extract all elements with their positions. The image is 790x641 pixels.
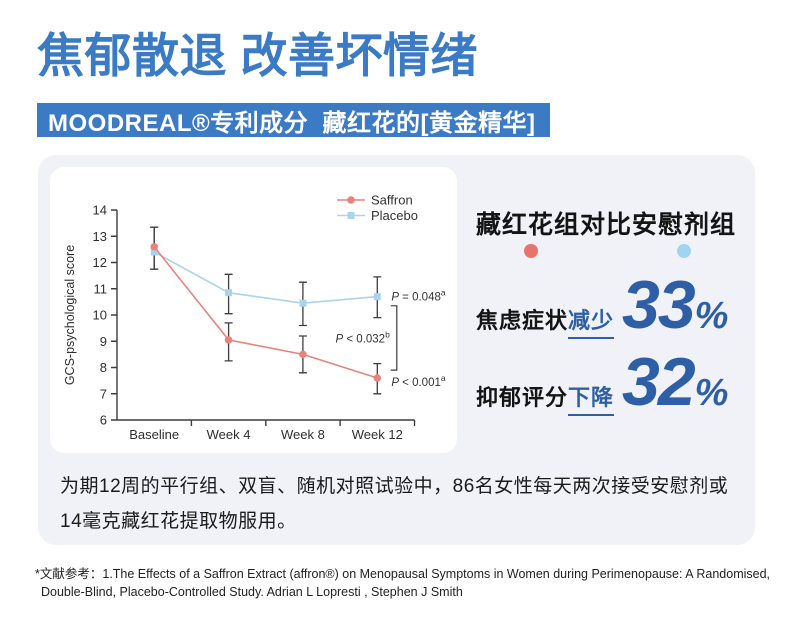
stat-anxiety-label: 焦虑症状 [476,308,569,333]
stat-anxiety-unit: % [694,295,729,337]
legend-label: Placebo [371,208,418,223]
study-description: 为期12周的平行组、双盲、随机对照试验中，86名女性每天两次接受安慰剂或 14毫… [60,469,738,539]
stat-anxiety-verb: 减少 [568,303,615,339]
axes [111,209,416,426]
stat-depression-verb: 下降 [568,380,615,416]
p-value-label: P < 0.001a [391,373,446,389]
y-tick-label: 10 [93,308,107,323]
marker-saffron [299,350,307,359]
significance-bracket [390,305,398,371]
marker-saffron [150,242,158,251]
x-tick-label: Week 4 [207,427,251,442]
y-tick-label: 7 [100,386,107,401]
stat-depression-value: 32 [622,344,696,420]
marker-saffron [224,336,233,344]
placebo-dot [677,244,691,258]
saffron-dot [524,244,538,258]
page-title: 焦郁散退 改善坏情绪 [37,29,479,82]
stat-depression: 抑郁评分 下降 32% [476,348,728,416]
marker-placebo [373,293,381,301]
series-line-saffron [153,246,378,379]
p-value-label: P < 0.032b [336,330,391,346]
legend-marker [347,196,355,204]
reference-line2: Double-Blind, Placebo-Controlled Study. … [41,585,463,599]
y-tick-label: 12 [93,255,107,270]
y-tick-label: 6 [100,413,107,428]
reference-line1: *文献参考：1.The Effects of a Saffron Extract… [35,567,771,581]
marker-saffron [373,374,382,382]
y-tick-label: 9 [100,334,107,349]
legend-label: Saffron [371,193,413,208]
y-tick-label: 14 [93,203,107,218]
x-tick-label: Week 8 [281,427,325,442]
legend-marker [347,212,355,219]
study-description-line2: 14毫克藏红花提取物服用。 [60,511,297,532]
marker-placebo [225,289,233,297]
subtitle-bar: MOODREAL®专利成分 藏红花的[黄金精华] [37,103,550,137]
study-description-line1: 为期12周的平行组、双盲、随机对照试验中，86名女性每天两次接受安慰剂或 [60,476,729,497]
x-tick-label: Week 12 [352,427,403,442]
stat-depression-unit: % [694,372,729,414]
x-tick-label: Baseline [129,427,179,442]
line-chart: 6 7 8 9 10 11 12 13 14 Baseline Week 4 Week 8 Week 1… [63,193,446,443]
chart-card: 6 7 8 9 10 11 12 13 14 Baseline Week 4 Week 8 Week 1… [50,167,457,453]
marker-placebo [150,248,158,256]
comparison-title: 藏红花组对比安慰剂组 [476,211,737,239]
y-tick-label: 8 [100,360,107,375]
p-value-label: P = 0.048a [391,288,446,304]
stat-anxiety: 焦虑症状 减少 33% [476,271,728,339]
subtitle-text: MOODREAL®专利成分 藏红花的[黄金精华] [48,109,536,137]
y-axis-label: GCS-psychological score [63,245,77,385]
y-tick-label: 11 [94,281,108,296]
y-tick-label: 13 [93,229,107,244]
series-line-placebo [153,251,378,305]
reference-note: *文献参考：1.The Effects of a Saffron Extract… [35,565,777,601]
stat-anxiety-value: 33 [622,267,696,343]
marker-placebo [299,299,307,307]
content-panel: 6 7 8 9 10 11 12 13 14 Baseline Week 4 Week 8 Week 1… [38,155,755,545]
stat-depression-label: 抑郁评分 [476,385,569,410]
